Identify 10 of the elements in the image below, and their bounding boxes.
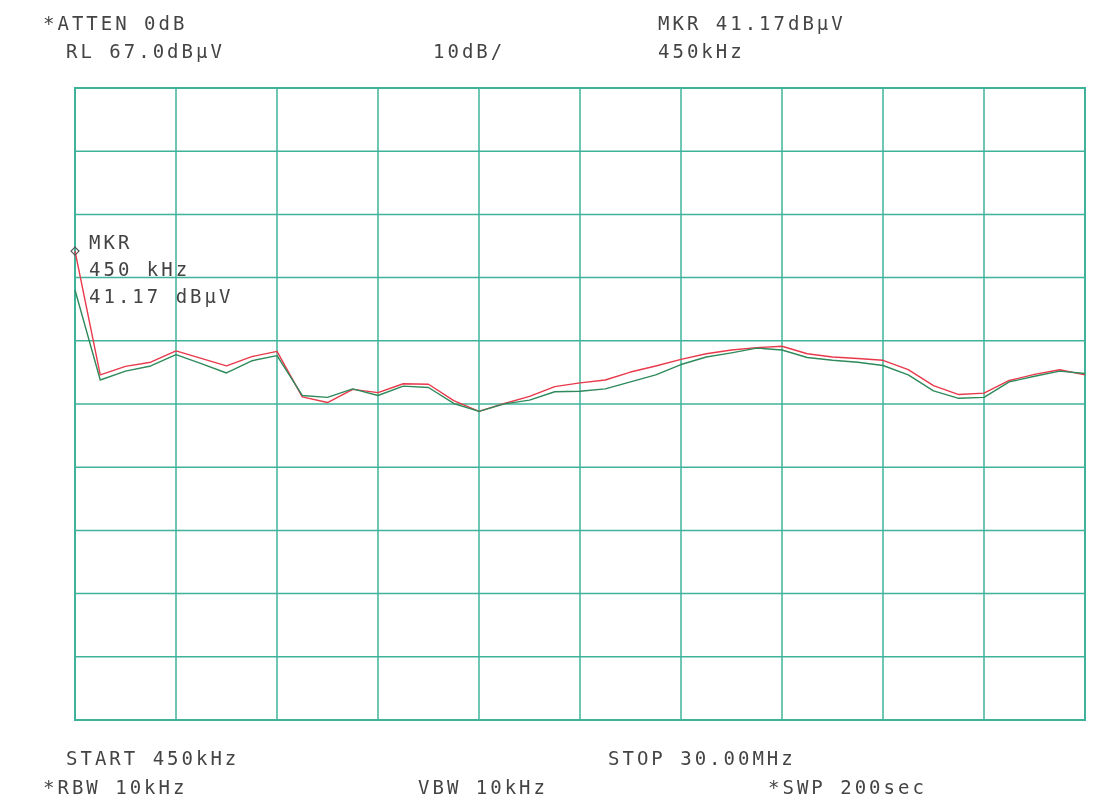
text: STOP 30.00MHz <box>608 747 796 769</box>
text: 10dB/ <box>433 40 506 62</box>
text: MKR 41.17dBμV <box>658 12 846 34</box>
text: START 450kHz <box>66 747 240 769</box>
text: *RBW 10kHz <box>43 776 188 798</box>
text: RL 67.0dBμV <box>66 40 225 62</box>
text: *ATTEN 0dB <box>43 12 188 34</box>
text: VBW 10kHz <box>418 776 548 798</box>
text: *SWP 200sec <box>768 776 927 798</box>
text: 450kHz <box>658 40 745 62</box>
